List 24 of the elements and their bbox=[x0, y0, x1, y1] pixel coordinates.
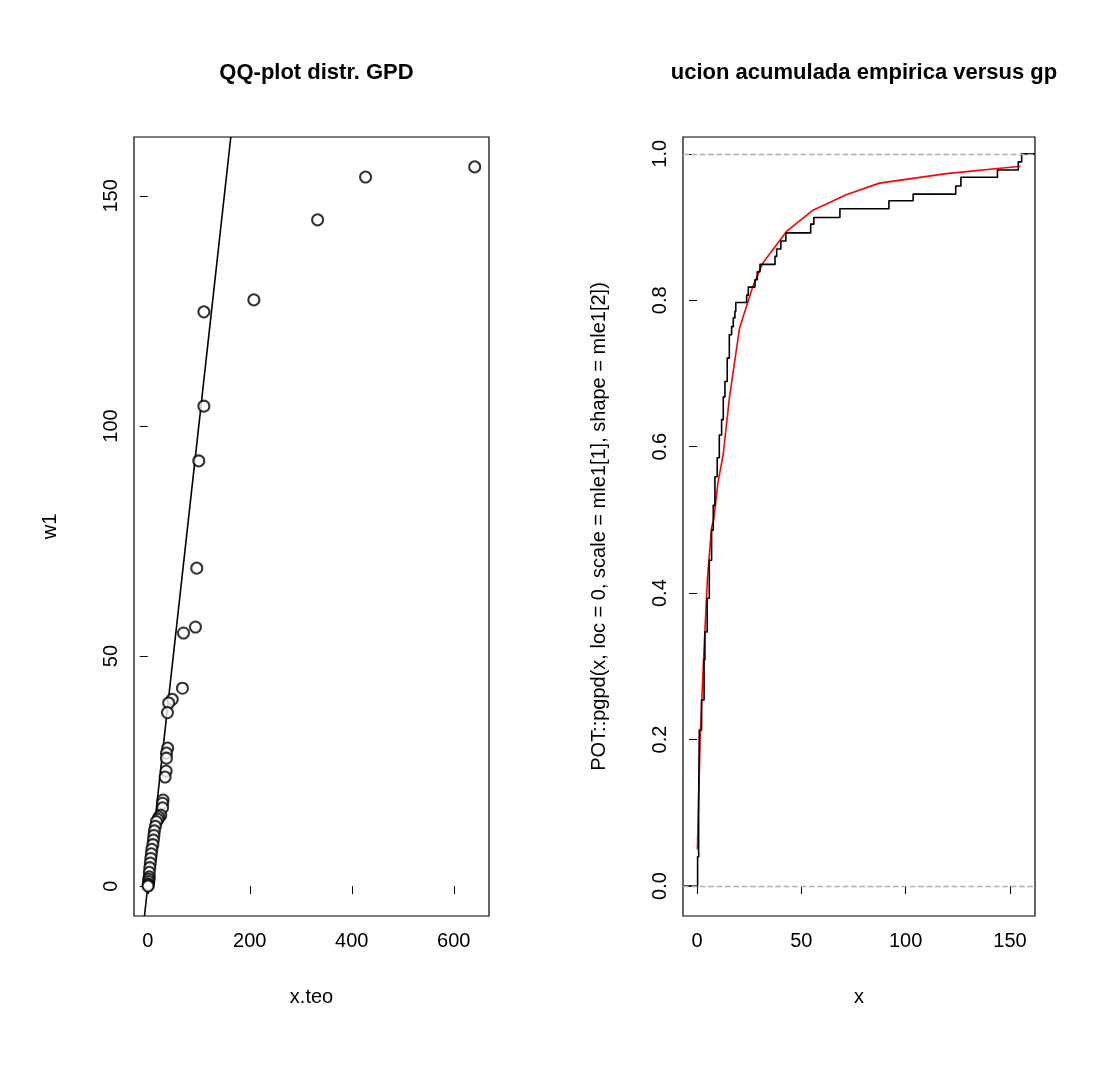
y-tick-label: 0.2 bbox=[648, 725, 670, 754]
chart-title: ucion acumulada empirica versus gp bbox=[670, 58, 1058, 84]
x-tick-label: 50 bbox=[790, 929, 813, 951]
x-tick-label: 600 bbox=[437, 929, 471, 951]
y-tick-label: 150 bbox=[99, 179, 121, 213]
y-axis-title: POT::pgpd(x, loc = 0, scale = mle1[1], shape = mle1[2]) bbox=[587, 282, 609, 771]
x-tick-label: 400 bbox=[335, 929, 369, 951]
y-tick-label: 0.6 bbox=[648, 432, 670, 461]
x-tick-label: 0 bbox=[142, 929, 154, 951]
y-axis-title: w1 bbox=[38, 513, 60, 541]
x-axis-title: x bbox=[854, 985, 864, 1007]
y-tick-label: 1.0 bbox=[648, 139, 670, 168]
y-tick-label: 50 bbox=[99, 644, 121, 668]
y-tick-label: 0.0 bbox=[648, 872, 670, 900]
x-tick-label: 100 bbox=[888, 929, 923, 951]
x-axis-title: x.teo bbox=[289, 985, 334, 1007]
y-tick-label: 100 bbox=[99, 409, 121, 443]
x-tick-label: 0 bbox=[691, 929, 703, 951]
y-tick-label: 0 bbox=[99, 880, 121, 892]
chart-title: QQ-plot distr. GPD bbox=[219, 58, 414, 84]
y-tick-label: 0.8 bbox=[648, 286, 670, 315]
x-tick-label: 150 bbox=[993, 929, 1027, 951]
y-tick-label: 0.4 bbox=[648, 579, 670, 608]
x-tick-label: 200 bbox=[233, 929, 267, 951]
